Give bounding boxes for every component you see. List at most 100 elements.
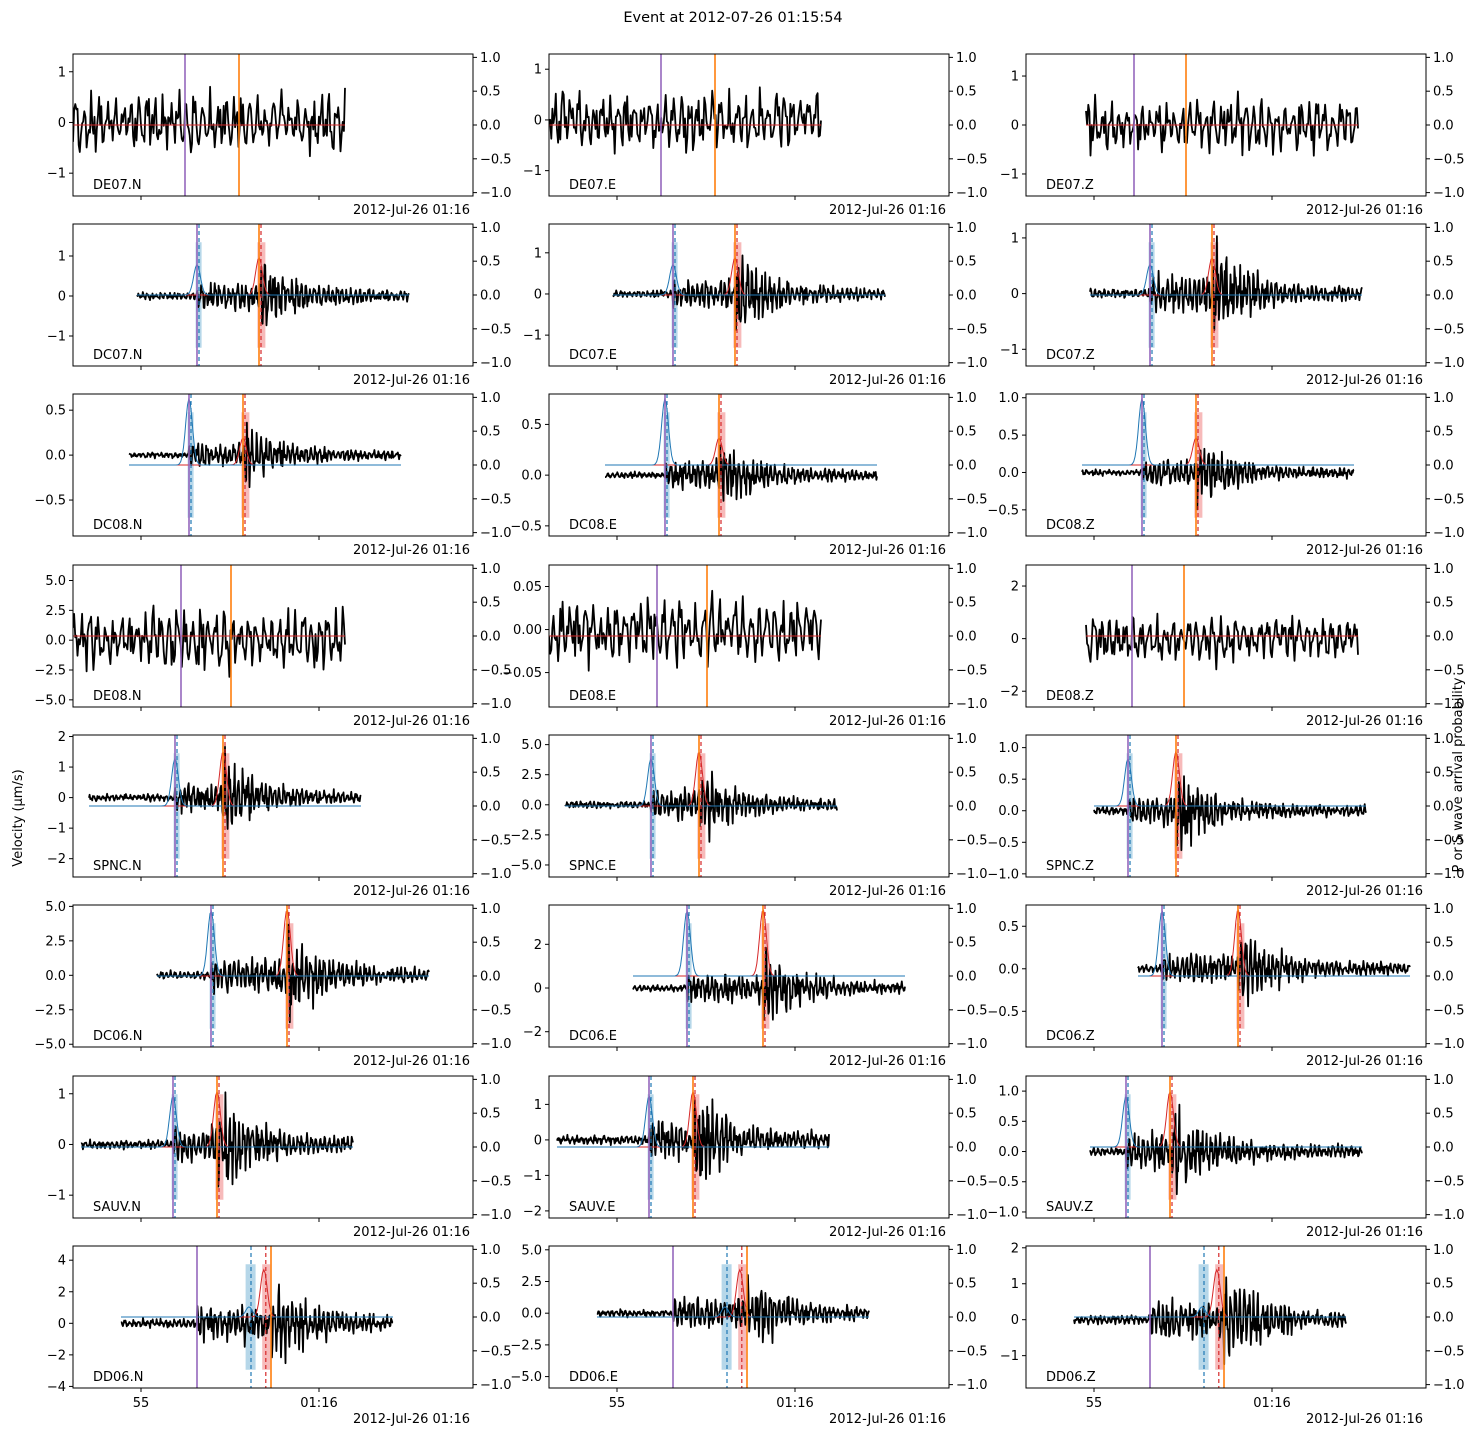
right-tick-label: −1.0 (480, 867, 512, 882)
right-tick-label: 0.5 (1433, 596, 1454, 611)
plot-area (1073, 1246, 1347, 1388)
right-tick-label: −0.5 (1433, 1174, 1465, 1189)
station-label: DC07.Z (1046, 348, 1095, 363)
right-tick-label: −0.5 (1433, 1344, 1465, 1359)
left-tick-label: −2 (523, 1204, 542, 1219)
right-tick-label: 0.0 (480, 289, 501, 304)
right-tick-label: 0.5 (480, 1107, 501, 1122)
right-tick-label: 0.5 (480, 1277, 501, 1292)
date-label: 2012-Jul-26 01:16 (353, 714, 470, 729)
right-tick-label: 1.0 (1433, 1243, 1454, 1258)
plot-area (604, 394, 878, 536)
left-tick-label: −1 (47, 1189, 66, 1204)
panel-dd06-z: −1 0 1 2 −1.0 −0.5 0.0 0.5 1.0 55 01:16 DD06.Z 2012-… (1000, 1241, 1465, 1427)
station-label: DD06.Z (1046, 1370, 1096, 1385)
left-tick-label: −2 (1000, 685, 1019, 700)
right-tick-label: −0.5 (956, 1174, 988, 1189)
left-tick-label: −1 (47, 167, 66, 182)
panel-dc08-z: −0.5 0.0 0.5 1.0 −1.0 −0.5 0.0 0.5 1.0 DC08.Z 2012… (987, 391, 1464, 558)
left-tick-label: 1 (1011, 1277, 1019, 1292)
left-tick-label: 5.0 (521, 1243, 542, 1258)
right-tick-label: 1.0 (1433, 221, 1454, 236)
left-tick-label: −1 (47, 330, 66, 345)
right-tick-label: 1.0 (956, 1243, 977, 1258)
left-tick-label: 0.0 (998, 804, 1019, 819)
date-label: 2012-Jul-26 01:16 (353, 1054, 470, 1069)
left-tick-label: 0 (1011, 287, 1019, 302)
date-label: 2012-Jul-26 01:16 (829, 203, 946, 218)
right-tick-label: −1.0 (480, 186, 512, 201)
panel-de07-n: −1 0 1 −1.0 −0.5 0.0 0.5 1.0 DE07.N 2012-Jul-26 0… (47, 51, 512, 218)
right-tick-label: 0.0 (956, 1141, 977, 1156)
waveform-trace (1081, 447, 1355, 511)
left-tick-label: 1 (58, 1087, 66, 1102)
right-tick-label: 0.0 (480, 1141, 501, 1156)
right-tick-label: 0.5 (1433, 85, 1454, 100)
waveform-trace (1089, 235, 1363, 332)
left-tick-label: −0.5 (987, 503, 1019, 518)
left-tick-label: 1 (1011, 231, 1019, 246)
waveform-trace (1085, 90, 1359, 157)
left-tick-label: 2 (58, 730, 66, 745)
right-tick-label: 0.0 (1433, 1311, 1454, 1326)
station-label: DC08.Z (1046, 518, 1095, 533)
station-label: DC06.N (93, 1029, 143, 1044)
left-tick-label: 0.5 (998, 773, 1019, 788)
right-tick-label: −1.0 (480, 526, 512, 541)
station-label: DD06.N (93, 1370, 143, 1385)
date-label: 2012-Jul-26 01:16 (353, 1225, 470, 1240)
date-label: 2012-Jul-26 01:16 (829, 884, 946, 899)
left-tick-label: −1 (47, 822, 66, 837)
right-tick-label: 0.5 (956, 425, 977, 440)
left-tick-label: 0 (1011, 1313, 1019, 1328)
right-tick-label: −1.0 (956, 356, 988, 371)
waveform-trace (604, 444, 878, 502)
right-tick-label: −1.0 (956, 1037, 988, 1052)
left-tick-label: −2 (47, 852, 66, 867)
s-probability-curve (605, 437, 877, 466)
right-tick-label: 0.0 (1433, 630, 1454, 645)
left-tick-label: 0.0 (998, 466, 1019, 481)
x-tick-label: 55 (1086, 1396, 1103, 1411)
left-tick-label: 1 (1011, 70, 1019, 85)
plot-area (1093, 735, 1367, 877)
right-tick-label: 1.0 (956, 221, 977, 236)
right-tick-label: 0.5 (480, 425, 501, 440)
date-label: 2012-Jul-26 01:16 (829, 1054, 946, 1069)
right-tick-label: −0.5 (1433, 663, 1465, 678)
waveform-trace (136, 263, 410, 327)
waveform-trace (73, 604, 346, 678)
waveform-trace (73, 85, 346, 158)
right-tick-label: 0.0 (956, 289, 977, 304)
left-tick-label: −1 (1000, 343, 1019, 358)
right-tick-label: 0.0 (480, 119, 501, 134)
right-tick-label: 0.0 (1433, 459, 1454, 474)
plot-area (73, 54, 346, 196)
panel-dc07-z: −1 0 1 −1.0 −0.5 0.0 0.5 1.0 DC07.Z 2012-Jul-26 0… (1000, 221, 1465, 388)
p-probability-curve (129, 396, 401, 466)
right-tick-label: 1.0 (480, 221, 501, 236)
panel-spnc-n: −2 −1 0 1 2 −1.0 −0.5 0.0 0.5 1.0 SPNC.N 2012-Jul-2… (47, 730, 512, 899)
plot-area (80, 1076, 354, 1218)
s-probability-curve (1074, 1268, 1346, 1318)
left-tick-label: 0.0 (521, 469, 542, 484)
right-tick-label: 0.0 (480, 630, 501, 645)
right-tick-label: 0.5 (956, 85, 977, 100)
left-tick-label: 1 (58, 65, 66, 80)
left-tick-label: 0.0 (45, 634, 66, 649)
station-label: SPNC.Z (1046, 859, 1094, 874)
right-tick-label: −0.5 (1433, 833, 1465, 848)
right-tick-label: 0.5 (480, 936, 501, 951)
panel-dd06-e: −5.0 −2.5 0.0 2.5 5.0 −1.0 −0.5 0.0 0.5 1.0 55 01:1… (510, 1243, 987, 1427)
right-tick-label: −1.0 (956, 697, 988, 712)
left-tick-label: 0.0 (521, 1307, 542, 1322)
panel-sauv-z: −1.0 −0.5 0.0 0.5 1.0 −1.0 −0.5 0.0 0.5 1.0 SAUV.Z… (987, 1073, 1464, 1240)
left-tick-label: −5.0 (510, 1370, 542, 1385)
left-tick-label: 0 (1011, 632, 1019, 647)
right-tick-label: 1.0 (1433, 562, 1454, 577)
waveform-trace (1085, 612, 1359, 671)
panel-dc06-n: −5.0 −2.5 0.0 2.5 5.0 −1.0 −0.5 0.0 0.5 1.0 DC06.N… (34, 900, 511, 1069)
p-probability-curve (1082, 396, 1354, 466)
right-tick-label: 0.5 (956, 766, 977, 781)
